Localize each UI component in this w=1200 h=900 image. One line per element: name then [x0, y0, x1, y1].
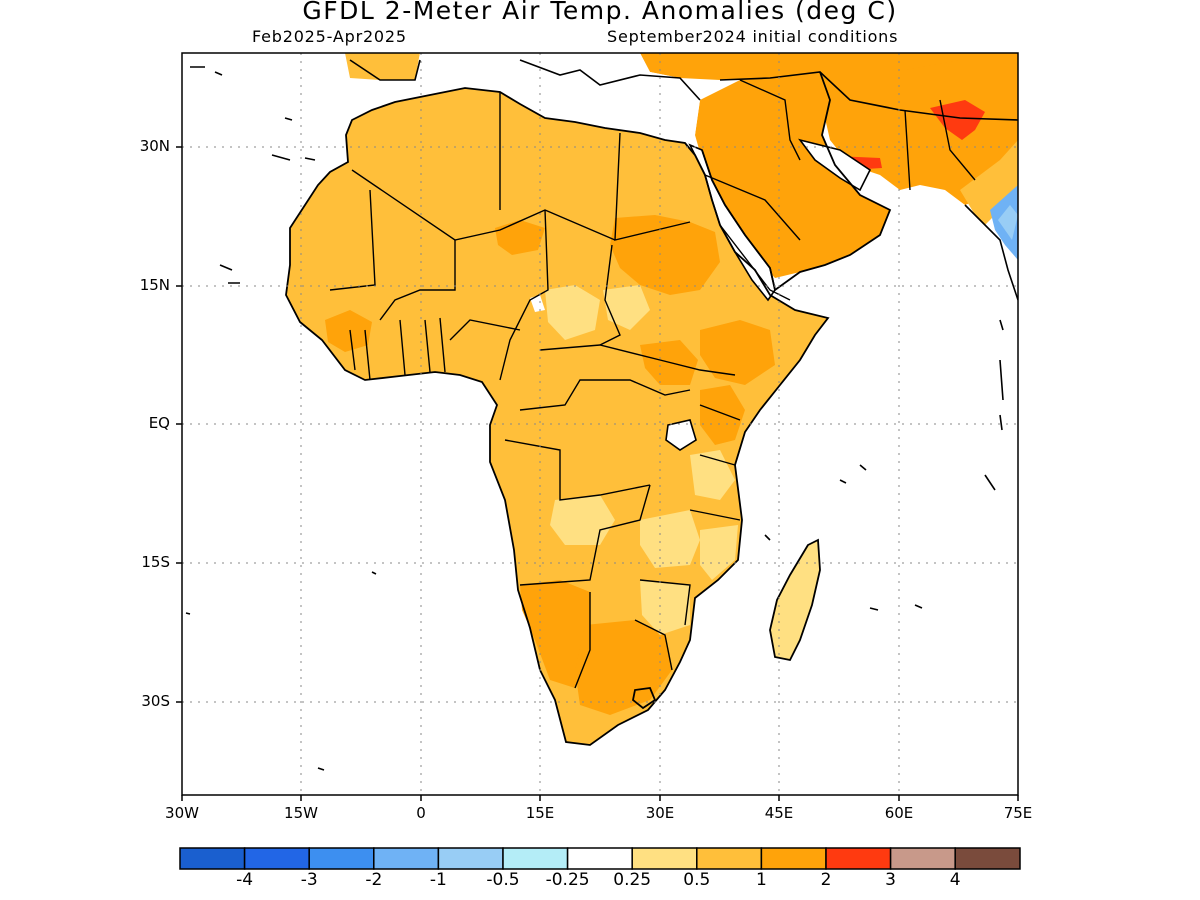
colorbar-label: -0.5	[486, 870, 520, 890]
lon-label-0: 0	[416, 804, 426, 822]
southern-europe	[345, 53, 420, 80]
colorbar-label: 4	[949, 870, 961, 890]
madagascar-coastline	[769, 538, 821, 662]
map-title: GFDL 2-Meter Air Temp. Anomalies (deg C)	[302, 0, 898, 25]
mozambique-mild-patch	[700, 525, 738, 580]
europe-coastline	[349, 59, 1018, 121]
niger-mild-patch	[545, 285, 600, 340]
arabia-coastline	[701, 71, 892, 292]
lat-label-15s: 15S	[141, 553, 170, 571]
colorbar-label: -1	[429, 870, 447, 890]
west-africa-warm-patch	[325, 310, 372, 352]
colorbar-label: 2	[820, 870, 832, 890]
axis-ticks	[176, 146, 1019, 801]
initial-conditions: September2024 initial conditions	[607, 27, 899, 46]
india-cool-core	[998, 205, 1018, 240]
chad-warm-patch	[495, 220, 545, 255]
east-africa-warm-patch	[700, 385, 745, 445]
arabia	[695, 65, 890, 278]
lesotho-border	[632, 687, 657, 710]
colorbar-bin-12	[889, 847, 956, 870]
colorbar	[179, 847, 1021, 870]
colorbar-label: -2	[365, 870, 383, 890]
colorbar-bin-11	[825, 847, 892, 870]
colorbar-label: 0.25	[613, 870, 652, 890]
africa-coastline	[285, 87, 830, 746]
lat-label-15n: 15N	[139, 276, 170, 294]
colorbar-label: 3	[885, 870, 896, 890]
lon-label-15e: 15E	[525, 804, 555, 822]
lon-label-30w: 30W	[165, 804, 199, 822]
lat-label-30s: 30S	[141, 692, 170, 710]
lat-label-eq: EQ	[148, 414, 170, 432]
colorbar-bin-4	[373, 847, 440, 870]
map-content	[185, 53, 1018, 771]
colorbar-bin-6	[502, 847, 569, 870]
colorbar-label: -3	[300, 870, 318, 890]
south-africa-warm-patch	[575, 620, 672, 715]
colorbar-bin-2	[243, 847, 310, 870]
lon-label-15w: 15W	[284, 804, 318, 822]
botswana-mild-patch	[640, 580, 690, 635]
lake-chad	[530, 295, 545, 312]
zambia-mild-patch	[640, 510, 700, 568]
colorbar-label: -0.25	[545, 870, 590, 890]
colorbar-label: -4	[236, 870, 254, 890]
gridlines	[182, 53, 1018, 795]
colorbar-bin-10	[760, 847, 827, 870]
colorbar-bin-3	[308, 847, 375, 870]
forecast-period: Feb2025-Apr2025	[252, 27, 407, 46]
lon-label-60e: 60E	[884, 804, 914, 822]
colorbar-bin-13	[954, 847, 1021, 870]
iran-hotspot	[930, 100, 985, 140]
madagascar	[770, 540, 820, 660]
colorbar-bin-7	[566, 847, 633, 870]
lon-label-75e: 75E	[1003, 804, 1033, 822]
lon-label-45e: 45E	[764, 804, 794, 822]
colorbar-bin-1	[179, 847, 246, 870]
lake-victoria	[665, 419, 697, 451]
chad-mild-patch	[603, 285, 650, 330]
colorbar-label: 0.5	[683, 870, 711, 890]
country-borders	[329, 79, 976, 689]
lat-label-30n: 30N	[139, 137, 170, 155]
mediterranean-sea	[355, 53, 700, 143]
colorbar-bin-5	[437, 847, 504, 870]
lon-label-30e: 30E	[645, 804, 675, 822]
colorbar-bin-9	[696, 847, 763, 870]
ethiopia-warm-patch	[700, 320, 775, 385]
namibia-warm-patch	[520, 580, 590, 688]
islands	[185, 66, 1004, 771]
colorbar-label: 1	[755, 870, 767, 890]
sahara-warm	[500, 92, 690, 215]
india-coastline	[964, 204, 1018, 301]
congo-mild-patch	[550, 495, 615, 545]
colorbar-bin-8	[631, 847, 698, 870]
